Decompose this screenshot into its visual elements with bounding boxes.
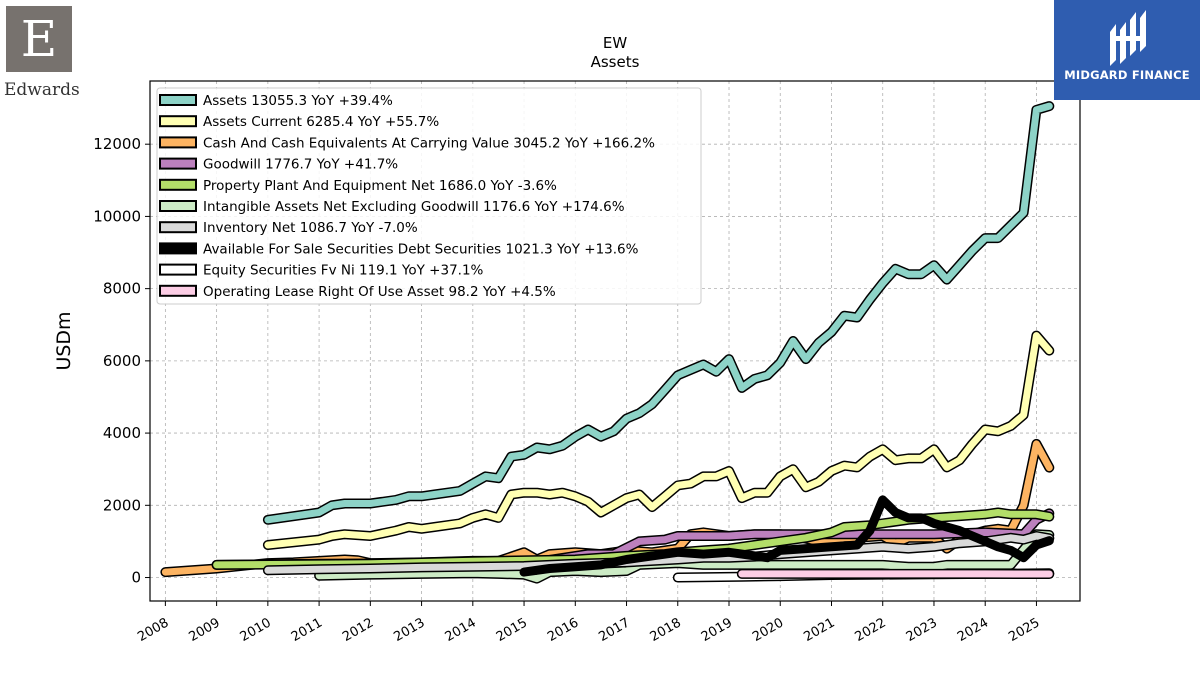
series-0-line [264,102,1053,524]
legend-label: Goodwill 1776.7 YoY +41.7% [203,157,398,173]
y-tick-label: 2000 [103,496,141,514]
x-tick-label: 2013 [391,615,427,645]
x-tick-label: 2016 [545,615,581,645]
midgard-logo-icon [1110,10,1146,66]
y-tick-label: 8000 [103,280,141,298]
x-tick-label: 2011 [289,615,325,645]
x-tick-label: 2014 [443,615,479,645]
legend-label: Operating Lease Right Of Use Asset 98.2 … [203,284,556,300]
legend-swatch [159,136,197,149]
edwards-logo-mark: E [6,6,72,72]
legend-label: Available For Sale Securities Debt Secur… [203,241,639,257]
chart-title: EW [603,34,627,52]
legend-label: Cash And Cash Equivalents At Carrying Va… [203,135,655,151]
legend-label: Intangible Assets Net Excluding Goodwill… [203,199,625,215]
x-tick-label: 2020 [750,615,786,645]
legend-box [156,87,702,305]
y-tick-label: 4000 [103,424,141,442]
legend-swatch [159,242,197,255]
legend: Assets 13055.3 YoY +39.4% Assets Current … [156,87,702,305]
series-lines [160,101,1055,584]
midgard-wordmark: MIDGARD FINANCE [1064,68,1190,82]
x-tick-label: 2018 [648,615,684,645]
legend-swatch [159,178,197,191]
x-tick-label: 2022 [853,615,889,645]
legend-swatch [159,115,197,128]
x-tick-label: 2021 [801,615,837,645]
chart-subtitle: Assets [591,53,640,71]
y-tick-label: 10000 [93,207,141,225]
edwards-logo: E Edwards [4,4,80,100]
y-axis-label: USDm [53,311,75,370]
y-tick-label: 0 [131,569,141,587]
x-tick-label: 2023 [904,615,940,645]
edwards-logo-letter: E [20,10,58,68]
legend-swatch [159,157,197,170]
legend-label: Inventory Net 1086.7 YoY -7.0% [203,220,418,236]
legend-label: Assets Current 6285.4 YoY +55.7% [203,114,439,130]
legend-swatch [159,284,197,297]
x-tick-label: 2025 [1006,615,1042,645]
y-tick-label: 12000 [93,135,141,153]
midgard-finance-logo: MIDGARD FINANCE [1054,0,1200,100]
x-tick-label: 2008 [135,615,171,645]
plot-frame [149,80,1081,602]
legend-swatch [159,221,197,234]
x-tick-label: 2009 [186,615,222,645]
series-1-line [264,332,1053,549]
edwards-wordmark: Edwards [4,80,80,100]
series-7-line [519,495,1054,577]
x-tick-label: 2010 [238,615,274,645]
legend-label: Assets 13055.3 YoY +39.4% [203,93,393,109]
x-tick-label: 2015 [494,615,530,645]
x-tick-label: 2012 [340,615,376,645]
x-tick-label: 2017 [596,615,632,645]
y-tick-label: 6000 [103,352,141,370]
series-4-line [213,509,1053,569]
legend-swatch [159,263,197,276]
x-tick-label: 2024 [955,615,991,645]
legend-label: Equity Securities Fv Ni 119.1 YoY +37.1% [203,263,484,279]
legend-label: Property Plant And Equipment Net 1686.0 … [203,178,557,194]
x-tick-label: 2019 [699,615,735,645]
legend-swatch [159,94,197,106]
legend-swatch [159,200,197,212]
